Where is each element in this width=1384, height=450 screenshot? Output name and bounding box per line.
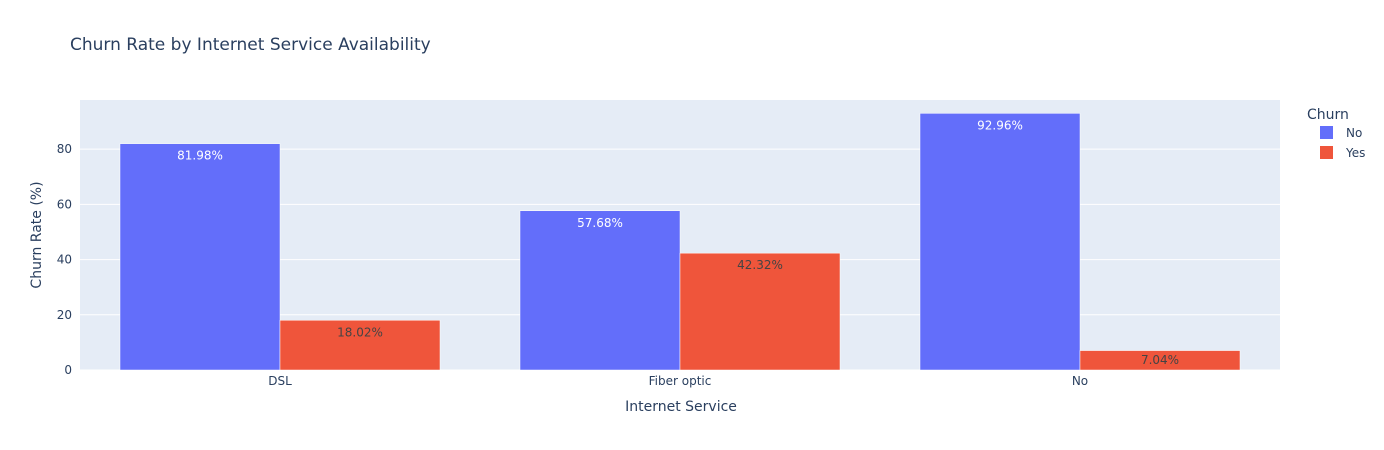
bar-label-yes-0: 18.02% [337,325,383,339]
y-tick-label-60: 60 [57,197,72,211]
x-tick-labels: DSL Fiber optic No [268,374,1088,388]
bar-yes-2 [1079,350,1241,371]
y-tick-labels: 0 20 40 60 80 [57,142,72,377]
x-tick-label-2: No [1072,374,1088,388]
bar-label-yes-2: 7.04% [1141,353,1179,367]
bar-yes-1 [679,252,841,371]
bar-label-yes-1: 42.32% [737,258,783,272]
legend: Churn No Yes [1307,107,1365,160]
bar-no-0 [119,143,281,371]
legend-label-yes: Yes [1345,146,1365,160]
legend-swatch-no [1320,126,1333,139]
y-tick-label-20: 20 [57,308,72,322]
bars [119,113,1241,371]
legend-title: Churn [1307,107,1349,123]
legend-label-no: No [1346,126,1362,140]
bar-label-no-0: 81.98% [177,149,223,163]
bar-no-2 [919,113,1081,371]
x-axis-title: Internet Service [625,399,737,415]
y-tick-label-40: 40 [57,253,72,267]
legend-swatch-yes [1320,146,1333,159]
chart-title: Churn Rate by Internet Service Availabil… [70,35,431,55]
bar-label-no-1: 57.68% [577,216,623,230]
y-tick-label-80: 80 [57,142,72,156]
bar-labels: 81.98% 18.02% 57.68% 42.32% 92.96% 7.04% [177,118,1179,366]
x-tick-label-0: DSL [268,374,292,388]
x-tick-label-1: Fiber optic [649,374,712,388]
bar-no-1 [519,210,681,371]
y-axis-title: Churn Rate (%) [29,181,45,288]
bar-yes-0 [279,320,441,371]
y-tick-label-0: 0 [64,363,72,377]
bar-label-no-2: 92.96% [977,118,1023,132]
